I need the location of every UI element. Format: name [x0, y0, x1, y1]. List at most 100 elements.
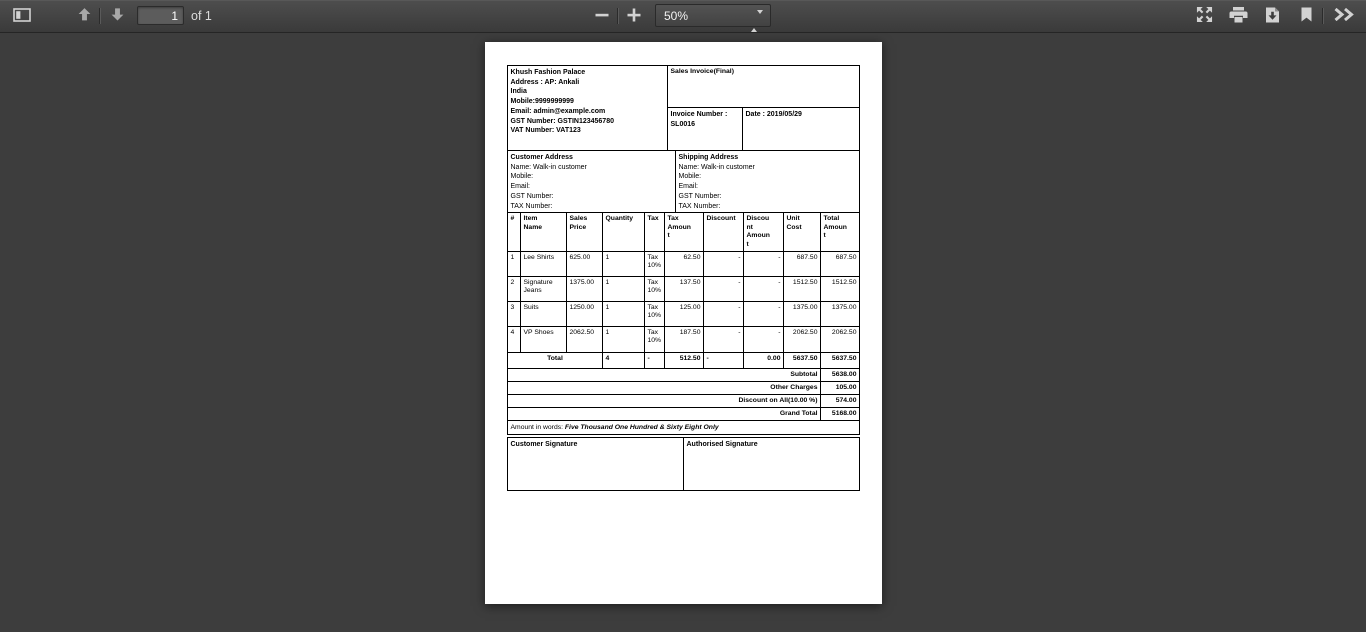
invoice-number-cell: Invoice Number : SL0016 — [666, 106, 743, 152]
cell-item-name: VP Shoes — [519, 325, 567, 353]
cell-sales-price: 2062.50 — [565, 325, 603, 353]
item-row: 4 VP Shoes 2062.50 1 Tax 10% 187.50 - - … — [506, 325, 860, 353]
customer-name: Name: Walk-in customer — [510, 163, 587, 171]
toolbar-separator — [1322, 8, 1323, 24]
cell-discount: - — [702, 275, 744, 302]
col-header: Total Amount — [819, 212, 860, 252]
cell-quantity: 1 — [601, 250, 645, 277]
summary-label: Other Charges — [506, 380, 821, 395]
cell-total-amount: 2062.50 — [819, 325, 860, 353]
col-header: Tax — [643, 212, 665, 252]
company-address: Address : AP: Ankali — [510, 78, 580, 86]
cell-index: 1 — [506, 250, 521, 277]
customer-tax: TAX Number: — [510, 202, 553, 210]
items-table: # Item Name Sales Price Quantity Tax Tax… — [506, 212, 860, 436]
total-quantity: 4 — [601, 351, 645, 369]
cell-sales-price: 1375.00 — [565, 275, 603, 302]
item-row: 1 Lee Shirts 625.00 1 Tax 10% 62.50 - - … — [506, 250, 860, 277]
cell-discount-amount: - — [742, 250, 784, 277]
customer-address-heading: Customer Address — [510, 154, 573, 161]
shipping-address-cell: Shipping Address Name: Walk-in customer … — [674, 149, 860, 214]
customer-signature-cell: Customer Signature — [506, 437, 684, 492]
pdf-page: Khush Fashion Palace Address : AP: Ankal… — [484, 42, 882, 604]
customer-email: Email: — [510, 183, 530, 191]
col-header: # — [506, 212, 521, 252]
summary-label: Discount on All(10.00 %) — [506, 393, 821, 408]
items-total-row: Total 4 - 512.50 - 0.00 5637.50 5637.50 — [506, 351, 860, 369]
expand-arrows-icon — [1196, 6, 1213, 26]
summary-value: 5638.00 — [819, 367, 860, 382]
zoom-out-button[interactable] — [588, 2, 616, 30]
cell-tax-amount: 187.50 — [663, 325, 704, 353]
amount-in-words-value: Five Thousand One Hundred & Sixty Eight … — [564, 423, 719, 431]
company-vat: VAT Number: VAT123 — [510, 127, 581, 135]
item-row: 2 Signature Jeans 1375.00 1 Tax 10% 137.… — [506, 275, 860, 302]
page-number-input[interactable] — [137, 6, 184, 25]
invoice-number-label: Invoice Number : — [670, 110, 728, 118]
col-header: Sales Price — [565, 212, 603, 252]
summary-label: Grand Total — [506, 406, 821, 421]
total-discount-amount: 0.00 — [742, 351, 784, 369]
cell-item-name: Suits — [519, 300, 567, 327]
cell-tax: Tax 10% — [643, 300, 665, 327]
cell-discount-amount: - — [742, 325, 784, 353]
minus-icon — [595, 8, 609, 25]
col-header: Discount Amount — [742, 212, 784, 252]
customer-gst: GST Number: — [510, 192, 554, 200]
viewer-container[interactable]: Khush Fashion Palace Address : AP: Ankal… — [0, 42, 1366, 632]
company-mobile: Mobile:9999999999 — [510, 98, 574, 106]
sidebar-toggle-button[interactable] — [8, 2, 36, 30]
bookmark-button[interactable] — [1292, 2, 1320, 30]
address-table: Customer Address Name: Walk-in customer … — [506, 149, 860, 214]
next-page-button[interactable] — [103, 2, 131, 30]
select-spinner-icon — [751, 10, 763, 32]
toolbar-separator — [617, 8, 618, 24]
cell-unit-cost: 1512.50 — [782, 275, 821, 302]
toolbar-overflow-button[interactable] — [1330, 2, 1358, 30]
invoice-header-table: Khush Fashion Palace Address : AP: Ankal… — [506, 65, 860, 152]
item-row: 3 Suits 1250.00 1 Tax 10% 125.00 - - 137… — [506, 300, 860, 327]
signature-table: Customer Signature Authorised Signature — [506, 437, 860, 492]
company-info-cell: Khush Fashion Palace Address : AP: Ankal… — [506, 65, 668, 151]
cell-sales-price: 625.00 — [565, 250, 603, 277]
cell-tax: Tax 10% — [643, 275, 665, 302]
download-icon — [1265, 7, 1280, 26]
summary-row: Discount on All(10.00 %) 574.00 — [506, 393, 860, 408]
invoice-date-cell: Date : 2019/05/29 — [741, 106, 860, 152]
company-gst: GST Number: GSTIN123456780 — [510, 117, 615, 125]
invoice-number-value: SL0016 — [670, 120, 696, 128]
cell-tax: Tax 10% — [643, 250, 665, 277]
shipping-mobile: Mobile: — [678, 173, 702, 181]
total-discount: - — [702, 351, 744, 369]
cell-unit-cost: 2062.50 — [782, 325, 821, 353]
cell-quantity: 1 — [601, 300, 645, 327]
cell-discount-amount: - — [742, 275, 784, 302]
zoom-in-button[interactable] — [620, 2, 648, 30]
total-total-amount: 5637.50 — [819, 351, 860, 369]
cell-unit-cost: 1375.00 — [782, 300, 821, 327]
cell-unit-cost: 687.50 — [782, 250, 821, 277]
cell-tax-amount: 62.50 — [663, 250, 704, 277]
cell-item-name: Lee Shirts — [519, 250, 567, 277]
cell-tax: Tax 10% — [643, 325, 665, 353]
arrow-down-icon — [110, 7, 125, 25]
amount-in-words-label: Amount in words: — [510, 423, 564, 431]
presentation-mode-button[interactable] — [1190, 2, 1218, 30]
col-header: Unit Cost — [782, 212, 821, 252]
zoom-select[interactable]: 50% — [655, 4, 771, 32]
invoice-document: Khush Fashion Palace Address : AP: Ankal… — [506, 65, 860, 492]
pdf-viewer-toolbar: of 1 50% — [0, 0, 1366, 33]
invoice-title: Sales Invoice(Final) — [666, 65, 860, 108]
summary-value: 5168.00 — [819, 406, 860, 421]
items-header-row: # Item Name Sales Price Quantity Tax Tax… — [506, 212, 860, 252]
print-button[interactable] — [1224, 2, 1252, 30]
shipping-name: Name: Walk-in customer — [678, 163, 755, 171]
shipping-tax: TAX Number: — [678, 202, 721, 210]
cell-quantity: 1 — [601, 275, 645, 302]
previous-page-button[interactable] — [70, 2, 98, 30]
download-button[interactable] — [1258, 2, 1286, 30]
toolbar-separator — [99, 8, 100, 24]
cell-discount: - — [702, 325, 744, 353]
cell-index: 4 — [506, 325, 521, 353]
amount-in-words-row: Amount in words: Five Thousand One Hundr… — [506, 419, 860, 436]
